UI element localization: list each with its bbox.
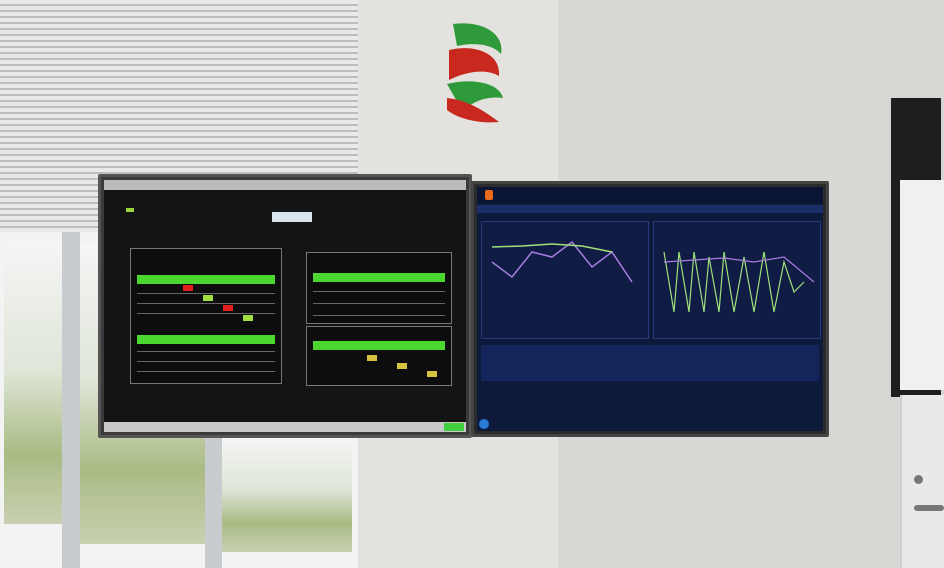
door <box>900 395 944 568</box>
window-frame <box>62 232 80 568</box>
line-chart-right <box>653 221 821 339</box>
status-button[interactable] <box>444 423 464 431</box>
window-pane <box>4 244 62 524</box>
data-table <box>481 345 819 381</box>
window-pane <box>222 437 352 552</box>
panel-header <box>137 335 275 344</box>
dashboard-screen <box>477 187 823 431</box>
panel-top-right <box>306 252 452 324</box>
line-chart-left <box>481 221 649 339</box>
screen-title-box <box>272 212 312 222</box>
door-knob <box>914 475 923 484</box>
window-frame <box>205 437 222 568</box>
app-logo-icon <box>485 190 493 200</box>
panel-top-left <box>130 248 282 384</box>
scada-screen <box>104 180 466 432</box>
status-bar <box>104 422 466 432</box>
left-monitor <box>98 174 472 438</box>
toolbar <box>477 205 823 213</box>
notice-sheet <box>900 180 944 390</box>
panel-header <box>313 273 445 282</box>
windows-start-icon[interactable] <box>479 419 489 429</box>
right-monitor <box>471 181 829 437</box>
company-logo <box>447 23 503 123</box>
panel-header <box>313 341 445 350</box>
title-bar <box>104 180 466 190</box>
panel-header <box>137 275 275 284</box>
panel-bottom-right <box>306 326 452 386</box>
door-handle <box>914 505 944 511</box>
status-indicator <box>126 208 134 212</box>
dashboard-header <box>477 187 823 203</box>
